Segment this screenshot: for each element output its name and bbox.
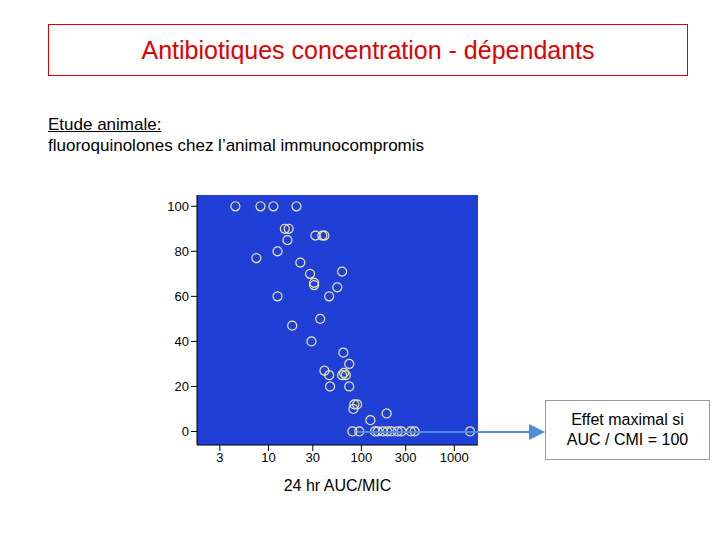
html-text:Etude animale:: Etude animale: [48,115,162,134]
svg-text:100: 100 [167,199,189,214]
html-text:AUC / CMI = 100: AUC / CMI = 100 [566,431,689,448]
svg-text:40: 40 [175,334,189,349]
svg-text:100: 100 [351,450,373,465]
svg-text:24 hr AUC/MIC: 24 hr AUC/MIC [284,477,392,494]
html-text:Antibiotiques concentration -: Antibiotiques concentration - dépendants [141,35,595,64]
html-text:fluoroquinolones chez l’animal: fluoroquinolones chez l’animal immunocom… [48,136,425,155]
svg-text:3: 3 [216,450,223,465]
svg-text:10: 10 [261,450,275,465]
svg-text:0: 0 [182,424,189,439]
svg-text:20: 20 [175,379,189,394]
svg-text:1000: 1000 [440,450,469,465]
svg-text:300: 300 [395,450,417,465]
svg-text:30: 30 [306,450,320,465]
svg-text:60: 60 [175,289,189,304]
html-text:Effet maximal si: Effet maximal si [571,411,684,428]
svg-text:80: 80 [175,244,189,259]
